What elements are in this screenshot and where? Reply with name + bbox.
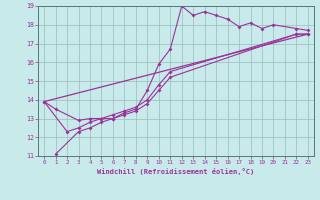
X-axis label: Windchill (Refroidissement éolien,°C): Windchill (Refroidissement éolien,°C)	[97, 168, 255, 175]
